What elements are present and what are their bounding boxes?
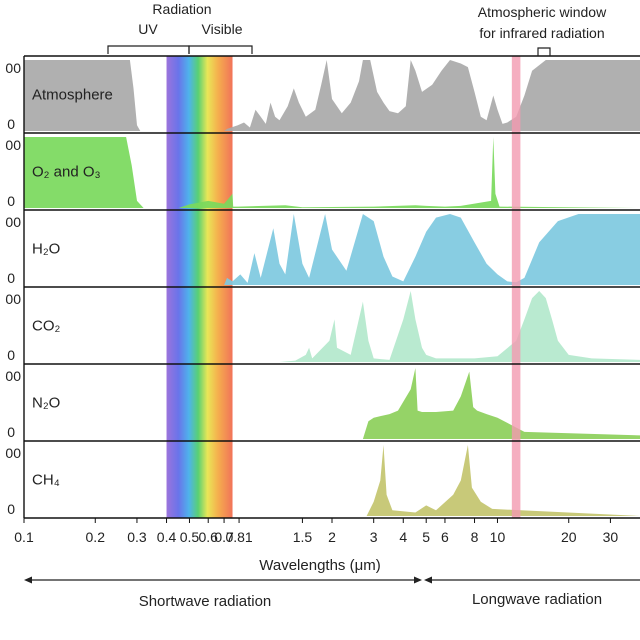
visible-label: Visible xyxy=(202,21,243,37)
x-tick-label-13: 6 xyxy=(441,529,449,545)
y-tick-top-2: 00 xyxy=(5,214,21,230)
uv-bracket xyxy=(107,45,190,54)
series-area-4 xyxy=(362,368,640,439)
x-tick-label-8: 1.5 xyxy=(293,529,313,545)
x-tick-label-11: 4 xyxy=(399,529,407,545)
y-tick-top-4: 00 xyxy=(5,368,21,384)
panel-label-2: H₂O xyxy=(32,241,60,258)
panel-4: N₂O xyxy=(32,368,640,439)
longwave-label: Longwave radiation xyxy=(472,591,602,608)
radiation-label: Radiation xyxy=(152,1,211,17)
panel-label-1: O₂ and O₃ xyxy=(32,164,101,181)
x-tick-label-6: 0.7 xyxy=(214,529,234,545)
x-tick-label-1: 0.2 xyxy=(86,529,106,545)
x-tick-label-7: 0.81 xyxy=(225,529,252,545)
series-area-3 xyxy=(279,291,640,362)
x-tick-label-16: 20 xyxy=(561,529,577,545)
series-area-5 xyxy=(366,445,640,516)
panel-label-0: Atmosphere xyxy=(32,87,113,104)
y-tick-bottom-3: 0 xyxy=(7,347,15,363)
x-tick-label-12: 5 xyxy=(422,529,430,545)
uv-label: UV xyxy=(138,21,158,37)
y-tick-bottom-2: 0 xyxy=(7,270,15,286)
panel-0: Atmosphere xyxy=(24,60,640,131)
x-tick-label-15: 10 xyxy=(490,529,506,545)
x-tick-label-9: 2 xyxy=(328,529,336,545)
x-axis-ticks: 0.1 0.2 0.3 0.4 0.5 0.60.70.81 1.5 2 3 4 5 6 8 10 20 30 xyxy=(14,518,618,545)
x-tick-label-4: 0.5 xyxy=(180,529,200,545)
x-tick-label-17: 30 xyxy=(603,529,619,545)
infrared-radiation-label: for infrared radiation xyxy=(479,25,604,41)
shortwave-label: Shortwave radiation xyxy=(139,593,272,610)
y-tick-top-3: 00 xyxy=(5,291,21,307)
y-tick-bottom-4: 0 xyxy=(7,424,15,440)
x-tick-label-10: 3 xyxy=(370,529,378,545)
shortwave-arrow xyxy=(24,576,422,584)
atmospheric-window-label: Atmospheric window xyxy=(478,4,607,20)
panel-1: O₂ and O₃ xyxy=(24,137,640,208)
panel-label-4: N₂O xyxy=(32,395,60,412)
y-tick-top-0: 00 xyxy=(5,60,21,76)
x-tick-label-14: 8 xyxy=(471,529,479,545)
y-tick-top-1: 00 xyxy=(5,137,21,153)
y-tick-bottom-1: 0 xyxy=(7,193,15,209)
series-area-0 xyxy=(24,60,640,131)
series-area-1 xyxy=(24,137,640,208)
y-tick-top-5: 00 xyxy=(5,445,21,461)
panel-label-5: CH₄ xyxy=(32,472,60,489)
x-tick-label-0: 0.1 xyxy=(14,529,34,545)
y-tick-bottom-0: 0 xyxy=(7,116,15,132)
absorption-panels: Atmosphere O₂ and O₃ H₂O CO₂ N₂O CH₄ xyxy=(24,60,640,516)
longwave-arrow xyxy=(424,576,640,584)
x-axis-label: Wavelengths (μm) xyxy=(259,557,380,574)
panel-label-3: CO₂ xyxy=(32,318,61,335)
window-bracket xyxy=(537,47,551,56)
x-tick-label-5: 0.6 xyxy=(198,529,218,545)
series-area-2 xyxy=(224,214,640,285)
y-tick-bottom-5: 0 xyxy=(7,501,15,517)
panel-3: CO₂ xyxy=(32,291,640,362)
panel-5: CH₄ xyxy=(32,445,640,516)
x-tick-label-3: 0.4 xyxy=(157,529,177,545)
visible-bracket xyxy=(188,45,253,54)
x-tick-label-2: 0.3 xyxy=(127,529,147,545)
panel-2: H₂O xyxy=(32,214,640,285)
